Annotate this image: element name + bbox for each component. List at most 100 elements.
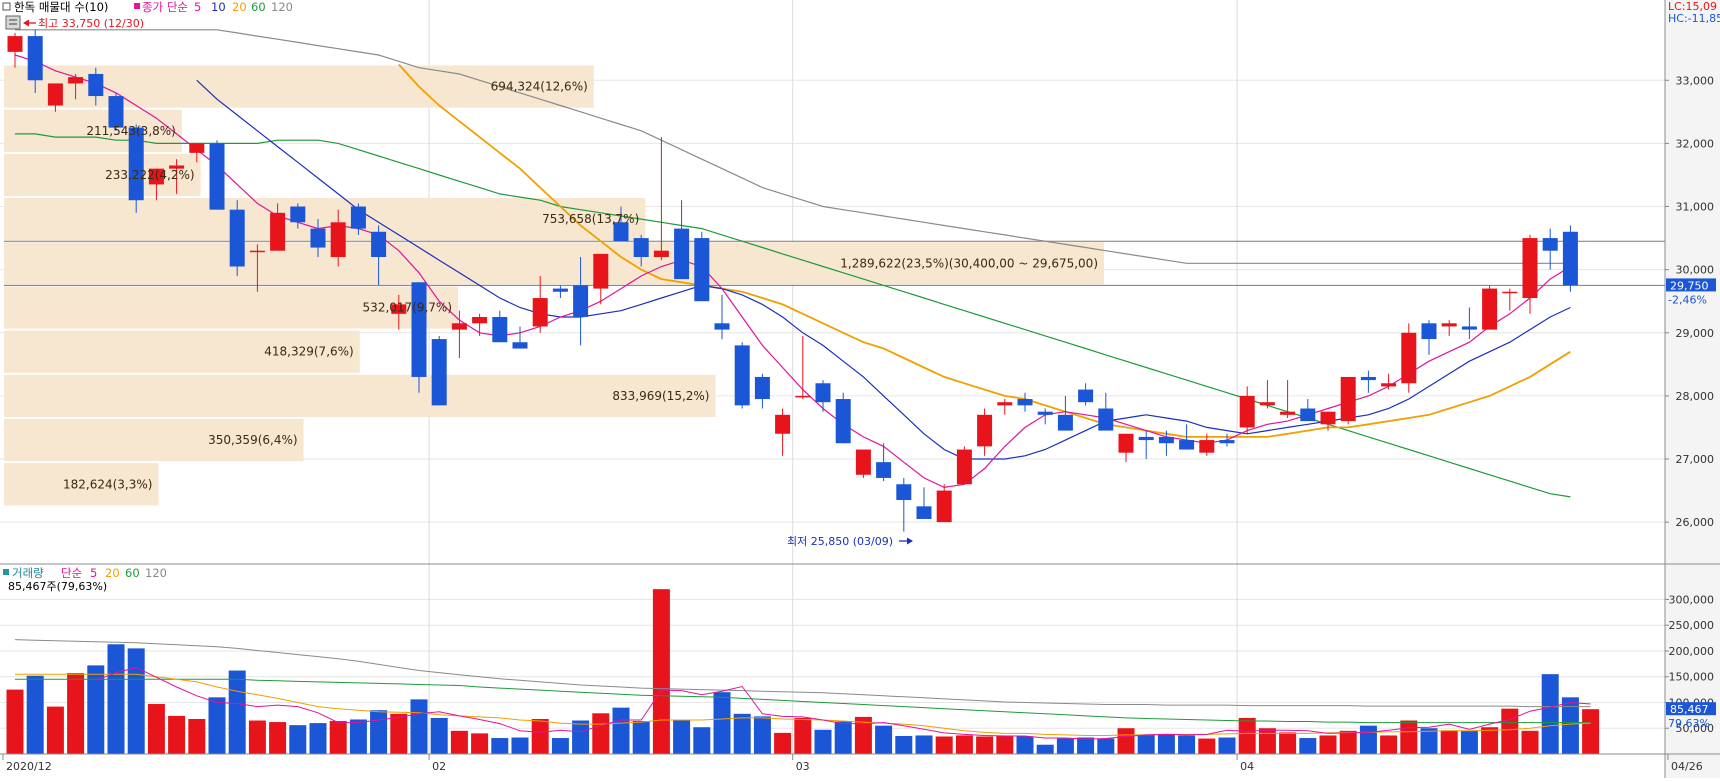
volume-bar[interactable] — [289, 725, 307, 754]
volume-bar[interactable] — [1460, 730, 1478, 754]
candle-body[interactable] — [1280, 411, 1296, 415]
candle-body[interactable] — [1179, 440, 1195, 450]
candle-body[interactable] — [977, 414, 993, 447]
volume-ma-60[interactable]: 60 — [125, 566, 140, 580]
volume-bar[interactable] — [774, 732, 792, 754]
volume-bar[interactable] — [1036, 744, 1054, 754]
candle-body[interactable] — [1441, 323, 1457, 327]
candle-body[interactable] — [956, 449, 972, 485]
candle-body[interactable] — [855, 449, 871, 475]
candle-body[interactable] — [835, 399, 851, 444]
volume-bar[interactable] — [269, 722, 287, 754]
candle-body[interactable] — [391, 304, 407, 314]
candle-body[interactable] — [249, 250, 265, 253]
candle-body[interactable] — [1199, 440, 1215, 453]
candle-body[interactable] — [916, 506, 932, 519]
volume-bar[interactable] — [1016, 736, 1034, 754]
volume-bar[interactable] — [935, 736, 953, 754]
candle-body[interactable] — [411, 282, 427, 377]
candle-body[interactable] — [1320, 411, 1336, 425]
candle-body[interactable] — [1138, 436, 1154, 441]
volume-bar[interactable] — [329, 721, 347, 754]
candle-body[interactable] — [431, 339, 447, 406]
volume-bar[interactable] — [1541, 674, 1559, 754]
candle-body[interactable] — [492, 316, 508, 343]
volume-bar[interactable] — [673, 720, 691, 754]
candle-body[interactable] — [1421, 323, 1437, 340]
candle-body[interactable] — [613, 222, 629, 242]
volume-bar[interactable] — [390, 713, 408, 754]
candle-body[interactable] — [27, 36, 43, 81]
ma-legend-120[interactable]: 120 — [271, 0, 293, 14]
volume-bar[interactable] — [471, 733, 489, 754]
volume-bar[interactable] — [1258, 728, 1276, 754]
volume-bar[interactable] — [208, 697, 226, 754]
volume-bar[interactable] — [1157, 733, 1175, 754]
candle-body[interactable] — [1482, 288, 1498, 330]
volume-bar[interactable] — [1137, 734, 1155, 754]
candle-body[interactable] — [330, 222, 346, 258]
candle-body[interactable] — [694, 238, 710, 302]
candle-body[interactable] — [148, 168, 164, 185]
volume-bar[interactable] — [1561, 697, 1579, 754]
candle-body[interactable] — [593, 253, 609, 289]
volume-bar[interactable] — [652, 589, 670, 754]
candle-body[interactable] — [512, 342, 528, 349]
volume-bar[interactable] — [248, 720, 266, 754]
candle-body[interactable] — [472, 316, 488, 324]
volume-ma-label[interactable]: 단순 — [61, 566, 82, 580]
volume-bar[interactable] — [370, 710, 388, 754]
candle-body[interactable] — [573, 285, 589, 317]
candle-body[interactable] — [876, 462, 892, 478]
volume-bar[interactable] — [107, 644, 125, 754]
candle-body[interactable] — [1259, 402, 1275, 406]
volume-bar[interactable] — [410, 699, 428, 754]
volume-bar[interactable] — [67, 673, 85, 754]
candle-body[interactable] — [1239, 395, 1255, 428]
volume-bar[interactable] — [188, 718, 206, 754]
candle-body[interactable] — [1057, 414, 1073, 431]
candle-body[interactable] — [169, 165, 185, 169]
candlestick-series[interactable] — [7, 29, 1578, 532]
candle-body[interactable] — [896, 484, 912, 501]
candle-body[interactable] — [1522, 238, 1538, 299]
volume-bar[interactable] — [430, 717, 448, 754]
ma-legend-10[interactable]: 10 — [211, 0, 226, 14]
candle-body[interactable] — [1158, 436, 1174, 444]
candle-body[interactable] — [7, 36, 23, 52]
candle-body[interactable] — [1360, 376, 1376, 381]
candle-body[interactable] — [108, 96, 124, 128]
volume-bar[interactable] — [753, 716, 771, 754]
candle-body[interactable] — [997, 402, 1013, 406]
volume-ma-20[interactable]: 20 — [105, 566, 120, 580]
candle-body[interactable] — [47, 83, 63, 106]
candle-body[interactable] — [451, 323, 467, 330]
candle-body[interactable] — [633, 238, 649, 258]
volume-bar[interactable] — [491, 738, 509, 754]
volume-bar[interactable] — [875, 725, 893, 754]
candle-body[interactable] — [532, 298, 548, 327]
volume-bar[interactable] — [733, 713, 751, 754]
volume-ma-5[interactable]: 5 — [90, 566, 97, 580]
volume-bar[interactable] — [612, 707, 630, 754]
volume-bar[interactable] — [1521, 730, 1539, 754]
volume-bar[interactable] — [1117, 728, 1135, 754]
candle-body[interactable] — [270, 212, 286, 251]
candle-body[interactable] — [653, 250, 669, 258]
volume-bar[interactable] — [1299, 738, 1317, 754]
candle-body[interactable] — [1219, 440, 1235, 444]
volume-bar[interactable] — [349, 719, 367, 754]
candle-body[interactable] — [936, 490, 952, 523]
candle-body[interactable] — [68, 77, 84, 84]
volume-bar[interactable] — [26, 675, 44, 754]
candle-body[interactable] — [1401, 332, 1417, 384]
ma-legend-60[interactable]: 60 — [251, 0, 266, 14]
volume-bar[interactable] — [794, 717, 812, 754]
volume-bar[interactable] — [147, 704, 165, 754]
volume-ma-120[interactable]: 120 — [145, 566, 167, 580]
candle-body[interactable] — [371, 231, 387, 258]
candle-body[interactable] — [775, 414, 791, 434]
volume-bar[interactable] — [1198, 738, 1216, 754]
candle-body[interactable] — [209, 143, 225, 210]
candle-body[interactable] — [310, 228, 326, 248]
